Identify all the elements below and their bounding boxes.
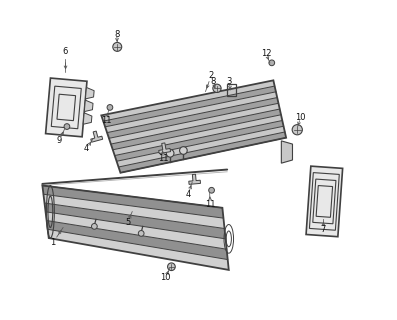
Text: 5: 5 [125,218,130,227]
Text: 1: 1 [50,238,56,247]
Circle shape [213,84,221,92]
Text: 11: 11 [205,200,216,209]
Text: 4: 4 [84,144,89,153]
Polygon shape [46,220,228,260]
Polygon shape [91,131,103,142]
Polygon shape [113,115,282,156]
Polygon shape [111,109,281,150]
Text: 10: 10 [160,273,170,282]
Circle shape [64,124,70,129]
Text: 8: 8 [114,30,119,39]
Polygon shape [83,113,92,124]
Polygon shape [48,229,229,270]
Polygon shape [281,141,293,163]
Text: 11: 11 [158,154,169,163]
Polygon shape [43,194,225,228]
Polygon shape [46,212,227,249]
Polygon shape [306,166,343,237]
Text: 11: 11 [101,116,111,125]
Polygon shape [85,87,94,99]
Polygon shape [189,174,200,184]
Polygon shape [44,203,225,239]
Bar [227,84,236,96]
Circle shape [92,223,97,229]
Polygon shape [42,186,224,218]
Polygon shape [159,143,171,154]
Circle shape [166,149,174,157]
Polygon shape [109,103,280,144]
Polygon shape [101,80,275,121]
Text: 9: 9 [57,136,62,145]
Circle shape [168,263,175,270]
Circle shape [292,124,303,135]
Text: 4: 4 [186,189,191,199]
Polygon shape [46,78,87,137]
Text: 12: 12 [261,49,271,58]
Polygon shape [119,132,286,173]
Polygon shape [107,98,278,138]
Polygon shape [84,100,93,112]
Text: 8: 8 [211,77,216,86]
Circle shape [179,147,187,154]
Circle shape [138,230,144,236]
Text: 10: 10 [295,113,306,122]
Text: 2: 2 [208,71,214,80]
Text: 3: 3 [227,77,232,86]
Circle shape [209,188,214,193]
Circle shape [269,60,275,66]
Text: 6: 6 [63,47,68,56]
Polygon shape [42,186,229,270]
Polygon shape [101,80,286,173]
Text: 7: 7 [321,225,326,234]
Polygon shape [105,92,277,132]
Polygon shape [115,121,283,161]
Polygon shape [103,86,276,127]
Circle shape [113,43,122,51]
Circle shape [107,105,113,110]
Polygon shape [117,126,285,167]
